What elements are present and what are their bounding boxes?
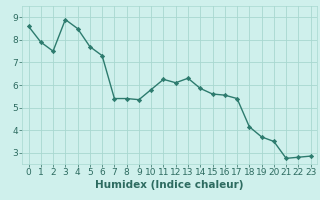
- X-axis label: Humidex (Indice chaleur): Humidex (Indice chaleur): [95, 180, 244, 190]
